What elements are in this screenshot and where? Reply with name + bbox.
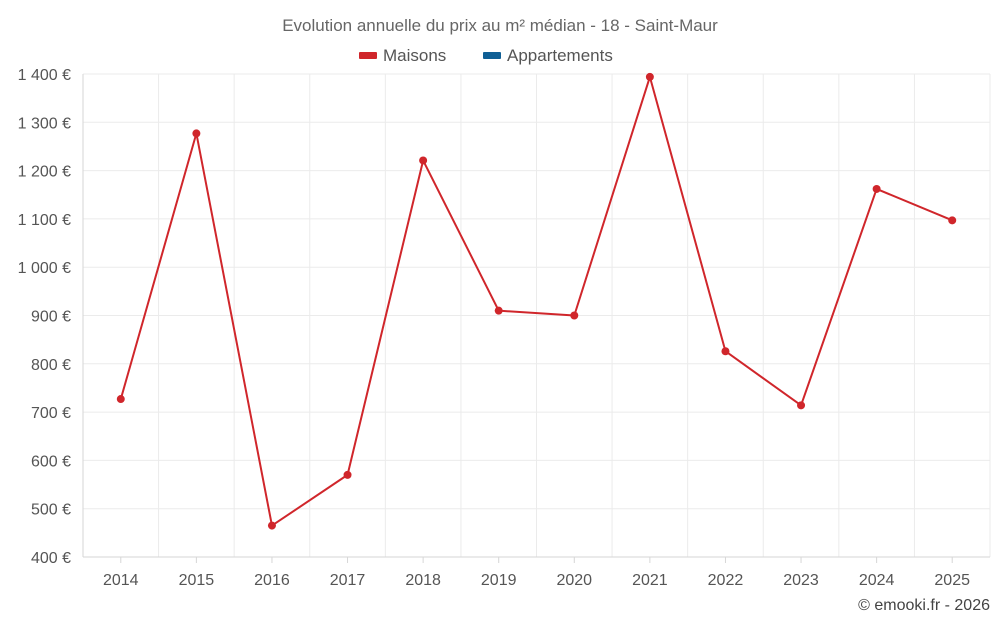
data-point[interactable] xyxy=(570,311,579,320)
grid xyxy=(82,73,991,558)
axes: 400 € 500 € 600 € 700 € 800 € 900 € 1 000 € 1 1… xyxy=(18,67,990,589)
x-tick-label: 2016 xyxy=(254,572,290,589)
data-point[interactable] xyxy=(343,470,352,479)
y-tick-label: 900 € xyxy=(31,309,71,326)
data-point[interactable] xyxy=(494,306,503,315)
legend-item-maisons[interactable]: Maisons xyxy=(359,46,446,65)
y-tick-label: 1 400 € xyxy=(18,67,71,84)
x-tick-label: 2021 xyxy=(632,572,668,589)
x-tick-label: 2023 xyxy=(783,572,819,589)
data-point[interactable] xyxy=(797,401,806,410)
x-tick-label: 2022 xyxy=(708,572,744,589)
x-tick-label: 2018 xyxy=(405,572,441,589)
data-point[interactable] xyxy=(645,72,654,81)
y-tick-label: 1 300 € xyxy=(18,115,71,132)
data-point[interactable] xyxy=(419,156,428,165)
legend[interactable]: Maisons Appartements xyxy=(359,46,613,65)
x-tick-label: 2019 xyxy=(481,572,517,589)
data-point[interactable] xyxy=(721,347,730,356)
y-tick-label: 400 € xyxy=(31,550,71,567)
y-tick-label: 600 € xyxy=(31,453,71,470)
chart-title: Evolution annuelle du prix au m² médian … xyxy=(282,16,718,35)
legend-swatch xyxy=(359,52,377,59)
y-tick-label: 500 € xyxy=(31,502,71,519)
legend-item-appartements[interactable]: Appartements xyxy=(483,46,613,65)
data-point[interactable] xyxy=(872,184,881,193)
y-tick-label: 1 000 € xyxy=(18,260,71,277)
credit-text: © emooki.fr - 2026 xyxy=(858,597,990,614)
x-tick-label: 2017 xyxy=(330,572,366,589)
legend-swatch xyxy=(483,52,501,59)
x-tick-label: 2015 xyxy=(179,572,215,589)
data-point[interactable] xyxy=(192,129,201,138)
data-point[interactable] xyxy=(948,216,957,225)
x-tick-label: 2024 xyxy=(859,572,895,589)
x-tick-label: 2014 xyxy=(103,572,139,589)
data-point[interactable] xyxy=(116,395,125,404)
y-tick-label: 1 200 € xyxy=(18,164,71,181)
y-tick-label: 700 € xyxy=(31,405,71,422)
x-tick-label: 2020 xyxy=(556,572,592,589)
y-tick-label: 1 100 € xyxy=(18,212,71,229)
series-line-maisons xyxy=(119,75,953,527)
data-point[interactable] xyxy=(267,521,276,530)
y-tick-label: 800 € xyxy=(31,357,71,374)
legend-label: Appartements xyxy=(507,46,613,65)
legend-label: Maisons xyxy=(383,46,446,65)
series-layer xyxy=(116,72,957,530)
x-tick-label: 2025 xyxy=(934,572,970,589)
